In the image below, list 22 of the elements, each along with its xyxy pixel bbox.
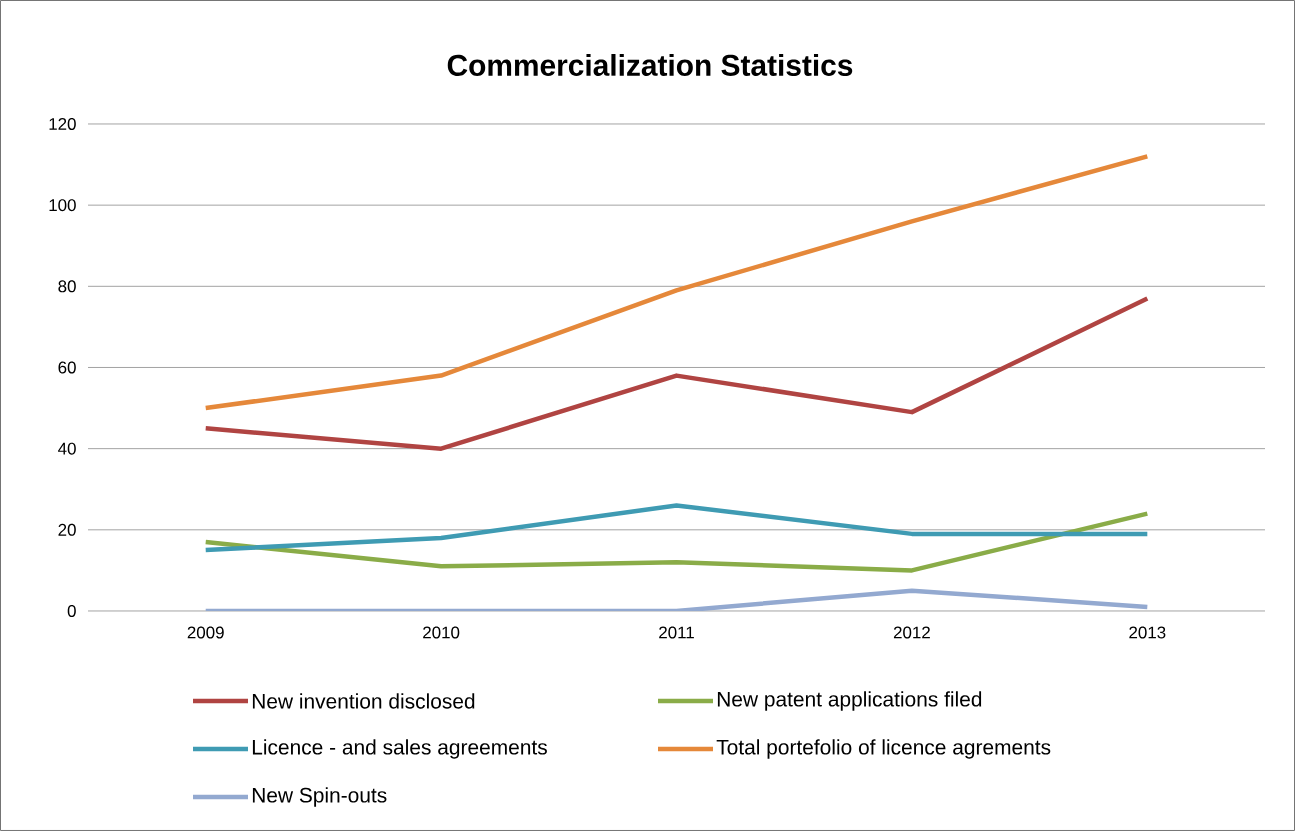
line-series	[203, 503, 1150, 553]
line-series	[203, 154, 1150, 411]
y-tick-label: 0	[67, 604, 76, 617]
legend-label: New Spin-outs	[252, 787, 387, 807]
x-tick-label: 2011	[659, 626, 694, 639]
x-tick-label: 2013	[1129, 626, 1166, 639]
legend-label: New patent applications filed	[717, 691, 982, 711]
x-tick-label: 2010	[423, 626, 460, 639]
y-tick-label: 100	[49, 199, 76, 212]
legend-label: Total portefolio of licence agrements	[716, 739, 1051, 759]
x-tick-label: 2009	[187, 626, 224, 639]
x-tick-label: 2012	[893, 626, 930, 639]
y-tick-label: 80	[58, 280, 76, 293]
y-tick-label: 120	[49, 117, 76, 130]
legend-label: Licence - and sales agreements	[252, 739, 547, 759]
y-tick-label: 20	[58, 523, 76, 536]
legend-label: New invention disclosed	[252, 693, 475, 709]
line-series	[203, 511, 1150, 573]
y-tick-label: 40	[58, 442, 76, 455]
y-tick-label: 60	[58, 361, 76, 374]
chart-title: Commercialization Statistics	[447, 54, 853, 76]
line-series	[203, 296, 1150, 451]
